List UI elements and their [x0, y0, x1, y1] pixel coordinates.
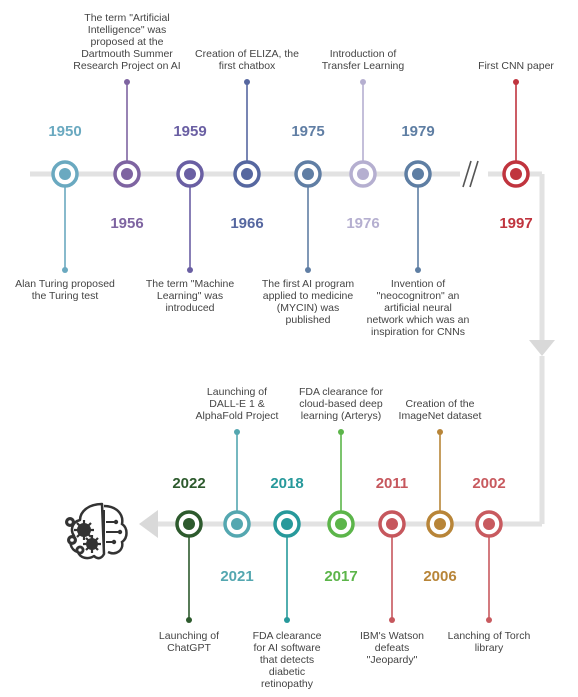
bottom-event-stem-dot-2011: [389, 617, 395, 623]
top-event-stem-dot-1959: [187, 267, 193, 273]
top-event-label-1950: Alan Turing proposed the Turing test: [15, 278, 115, 302]
top-event-year-1997: 1997: [499, 215, 533, 232]
bottom-event-year-2021: 2021: [220, 568, 254, 585]
top-event-year-1956: 1956: [110, 215, 144, 232]
top-event-stem-dot-1979: [415, 267, 421, 273]
top-event-label-1956: The term "Artificial Intelligence" was p…: [73, 12, 181, 72]
bottom-event-stem-dot-2006: [437, 429, 443, 435]
top-event-node-core-1979: [412, 168, 424, 180]
top-event-stem-dot-1950: [62, 267, 68, 273]
bottom-event-node-core-2021: [231, 518, 243, 530]
top-event-label-1997: First CNN paper: [478, 60, 554, 72]
top-event-stem-dot-1956: [124, 79, 130, 85]
top-event-year-1976: 1976: [346, 215, 380, 232]
top-event-year-1950: 1950: [48, 123, 82, 140]
top-event-year-1966: 1966: [230, 215, 264, 232]
top-event-stem-dot-1997: [513, 79, 519, 85]
top-event-stem-dot-1975: [305, 267, 311, 273]
bottom-event-stem-dot-2017: [338, 429, 344, 435]
top-event-stem-dot-1976: [360, 79, 366, 85]
top-event-label-1966: Creation of ELIZA, the first chatbox: [195, 48, 299, 72]
bottom-event-label-2018: FDA clearance for AI software that detec…: [252, 630, 322, 690]
ai-brain-icon: [65, 502, 128, 560]
down-arrow: [529, 340, 555, 356]
left-arrow: [139, 510, 158, 538]
top-event-label-1976: Introduction of Transfer Learning: [321, 48, 405, 72]
bottom-event-year-2017: 2017: [324, 568, 358, 585]
top-event-node-core-1950: [59, 168, 71, 180]
bottom-event-stem-dot-2022: [186, 617, 192, 623]
top-event-node-core-1966: [241, 168, 253, 180]
top-event-label-1975: The first AI program applied to medicine…: [261, 278, 355, 326]
bottom-event-label-2021: Launching of DALL-E 1 & AlphaFold Projec…: [195, 386, 279, 422]
top-event-stem-dot-1966: [244, 79, 250, 85]
bottom-event-year-2018: 2018: [270, 475, 304, 492]
track-break-2: [469, 160, 479, 188]
top-event-node-core-1976: [357, 168, 369, 180]
bottom-event-node-core-2002: [483, 518, 495, 530]
top-event-node-core-1997: [510, 168, 522, 180]
bottom-event-node-core-2006: [434, 518, 446, 530]
bottom-event-node-core-2018: [281, 518, 293, 530]
bottom-event-stem-dot-2002: [486, 617, 492, 623]
top-event-node-core-1959: [184, 168, 196, 180]
top-event-node-core-1956: [121, 168, 133, 180]
top-event-label-1979: Invention of "neocognitron" an artificia…: [366, 278, 470, 338]
bottom-event-node-core-2017: [335, 518, 347, 530]
top-event-year-1959: 1959: [173, 123, 207, 140]
bottom-event-stem-dot-2021: [234, 429, 240, 435]
top-event-label-1959: The term "Machine Learning" was introduc…: [145, 278, 235, 314]
bottom-event-node-core-2022: [183, 518, 195, 530]
top-event-year-1979: 1979: [401, 123, 435, 140]
bottom-event-year-2002: 2002: [472, 475, 506, 492]
bottom-event-node-core-2011: [386, 518, 398, 530]
bottom-event-label-2006: Creation of the ImageNet dataset: [398, 398, 482, 422]
bottom-event-year-2022: 2022: [172, 475, 206, 492]
bottom-event-label-2017: FDA clearance for cloud-based deep learn…: [298, 386, 384, 422]
top-event-node-core-1975: [302, 168, 314, 180]
bottom-event-stem-dot-2018: [284, 617, 290, 623]
bottom-event-label-2011: IBM's Watson defeats "Jeopardy": [359, 630, 425, 666]
track-break-1: [462, 160, 472, 188]
bottom-event-label-2022: Launching of ChatGPT: [158, 630, 220, 654]
top-event-year-1975: 1975: [291, 123, 325, 140]
bottom-event-year-2006: 2006: [423, 568, 457, 585]
bottom-event-year-2011: 2011: [375, 475, 409, 492]
bottom-event-label-2002: Lanching of Torch library: [447, 630, 531, 654]
